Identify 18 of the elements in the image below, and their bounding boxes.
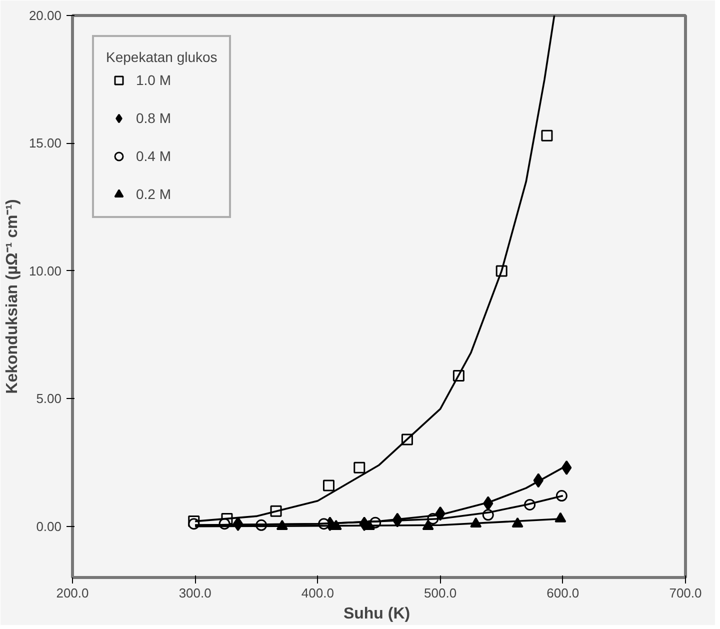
y-tick-label: 20.00 [28, 8, 62, 23]
x-tick-label: 300.0 [178, 586, 212, 600]
x-tick-label: 700.0 [669, 586, 702, 600]
x-tick-label: 600.0 [546, 586, 580, 600]
x-axis-title: Suhu (K) [343, 606, 410, 622]
y-tick-label: 0.00 [36, 518, 62, 534]
y-axis-title: Kekonduksian (µΩ⁻¹ cm⁻¹) [4, 199, 21, 394]
legend-label: 0.8 M [136, 110, 172, 126]
legend-label: 0.2 M [136, 186, 172, 202]
x-tick-label: 200.0 [56, 586, 89, 600]
legend-label: 1.0 M [136, 72, 172, 88]
legend-title: Kepekatan glukos [106, 49, 218, 65]
y-tick-label: 5.00 [36, 391, 62, 406]
y-tick-label: 15.00 [28, 136, 62, 151]
y-tick-label: 10.00 [28, 263, 62, 278]
x-tick-label: 500.0 [424, 586, 457, 600]
legend-label: 0.4 M [136, 148, 172, 164]
x-tick-label: 400.0 [301, 586, 334, 600]
